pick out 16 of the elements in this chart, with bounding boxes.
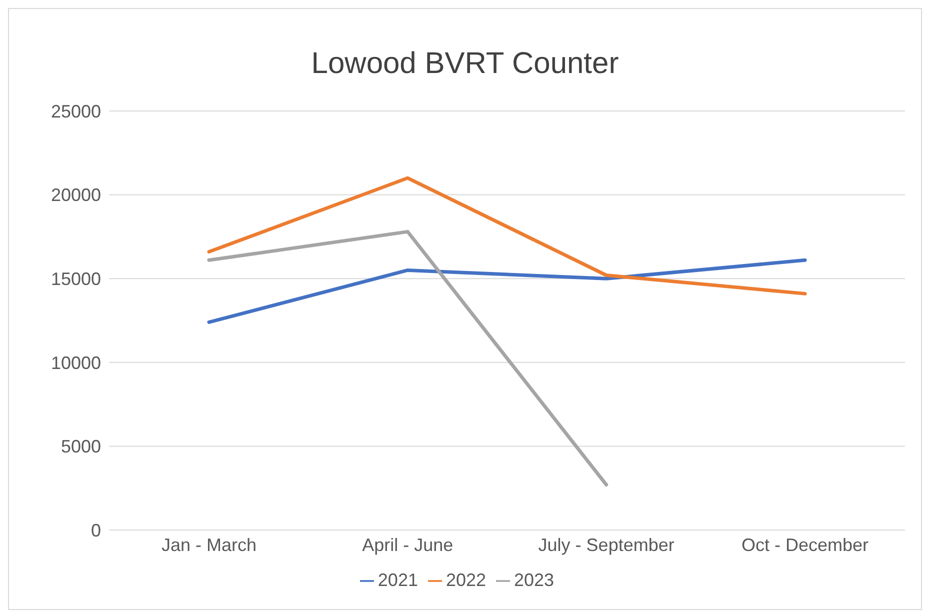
chart-title: Lowood BVRT Counter [310,47,620,82]
legend-label: 2021 [378,570,418,590]
y-tick-label: 20000 [50,185,101,206]
x-tick-label: April - June [362,534,454,555]
line-series [207,176,807,296]
legend-label: 2023 [514,570,554,590]
x-tick-label: July - September [538,534,674,555]
y-tick-label: 5000 [60,436,101,457]
x-tick-label: Oct - December [741,534,869,555]
line-series [207,258,807,324]
legend-label: 2022 [446,570,486,590]
y-tick-label: 15000 [50,268,101,289]
y-tick-label: 10000 [50,352,101,373]
y-tick-label: 25000 [50,101,101,122]
y-tick-label: 0 [90,520,101,540]
x-tick-label: Jan - March [161,534,257,555]
